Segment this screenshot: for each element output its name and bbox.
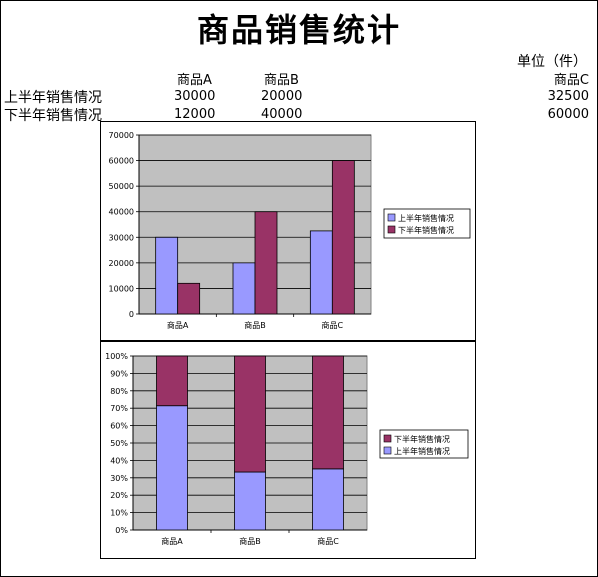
- bar-segment: [156, 405, 188, 531]
- y-tick-label: 30000: [109, 233, 134, 242]
- table-cell[interactable]: 60000: [547, 107, 589, 122]
- y-tick-label: 0: [129, 310, 134, 319]
- legend-label: 下半年销售情况: [398, 225, 454, 235]
- y-tick-label: 10%: [110, 509, 128, 518]
- column-header-b[interactable]: 商品B: [264, 73, 299, 88]
- legend-swatch: [387, 213, 396, 222]
- clustered-bar-chart-svg: 0 10000 20000 30000 40000 50000 60000 70000 商品A 商…: [109, 131, 471, 330]
- x-tick-label: 商品B: [244, 320, 266, 330]
- y-tick-label: 90%: [110, 369, 128, 378]
- bar-segment: [312, 468, 344, 531]
- table-cell[interactable]: 30000: [174, 89, 216, 104]
- unit-label: 单位（件）: [517, 54, 587, 70]
- table-cell[interactable]: 20000: [261, 89, 303, 104]
- y-tick-label: 70000: [109, 131, 134, 140]
- y-tick-label: 40%: [110, 456, 128, 465]
- bar: [232, 262, 256, 315]
- clustered-bar-chart[interactable]: 0 10000 20000 30000 40000 50000 60000 70000 商品A 商…: [100, 121, 476, 341]
- y-tick-label: 0%: [115, 526, 128, 535]
- legend-label: 上半年销售情况: [398, 213, 454, 223]
- row-label-first-half[interactable]: 上半年销售情况: [4, 90, 102, 106]
- percent-stacked-bar-chart[interactable]: 0% 10% 20% 30% 40% 50% 60% 70% 80% 90% 100% 商品A 商品B 商…: [100, 341, 476, 559]
- y-tick-label: 60000: [109, 157, 134, 166]
- bar-segment: [234, 355, 266, 473]
- bar: [254, 211, 278, 315]
- x-tick-label: 商品A: [167, 320, 189, 330]
- y-tick-label: 50000: [109, 182, 134, 191]
- legend-swatch: [383, 434, 392, 443]
- percent-stacked-bar-chart-svg: 0% 10% 20% 30% 40% 50% 60% 70% 80% 90% 100% 商品A 商品B 商…: [105, 352, 469, 546]
- legend-label: 上半年销售情况: [394, 446, 450, 456]
- table-cell[interactable]: 32500: [547, 89, 589, 104]
- column-header-c[interactable]: 商品C: [553, 73, 589, 88]
- y-tick-label: 70%: [110, 404, 128, 413]
- y-tick-label: 60%: [110, 422, 128, 431]
- y-tick-label: 100%: [105, 352, 128, 361]
- sheet-title: 商品销售统计: [196, 11, 401, 49]
- legend-label: 下半年销售情况: [394, 434, 450, 444]
- legend-swatch: [387, 225, 396, 234]
- bar: [155, 236, 179, 315]
- y-tick-label: 20000: [109, 259, 134, 268]
- legend-box: [383, 208, 471, 239]
- row-label-second-half[interactable]: 下半年销售情况: [4, 108, 102, 124]
- bar-segment: [312, 355, 344, 470]
- y-tick-label: 30%: [110, 474, 128, 483]
- x-tick-label: 商品B: [239, 536, 261, 546]
- bar-segment: [156, 355, 188, 407]
- bar: [177, 282, 201, 315]
- legend-swatch: [383, 446, 392, 455]
- y-tick-label: 20%: [110, 491, 128, 500]
- x-tick-label: 商品C: [322, 320, 344, 330]
- y-tick-label: 40000: [109, 208, 134, 217]
- x-tick-label: 商品C: [317, 536, 339, 546]
- table-cell[interactable]: 40000: [261, 107, 303, 122]
- y-tick-label: 80%: [110, 387, 128, 396]
- x-tick-label: 商品A: [161, 536, 183, 546]
- y-tick-label: 50%: [110, 439, 128, 448]
- bar: [309, 230, 333, 315]
- bar: [331, 160, 355, 315]
- column-header-a[interactable]: 商品A: [177, 73, 212, 88]
- bar-segment: [234, 471, 266, 531]
- legend-box: [379, 429, 469, 459]
- table-cell[interactable]: 12000: [174, 107, 216, 122]
- y-tick-label: 10000: [109, 284, 134, 293]
